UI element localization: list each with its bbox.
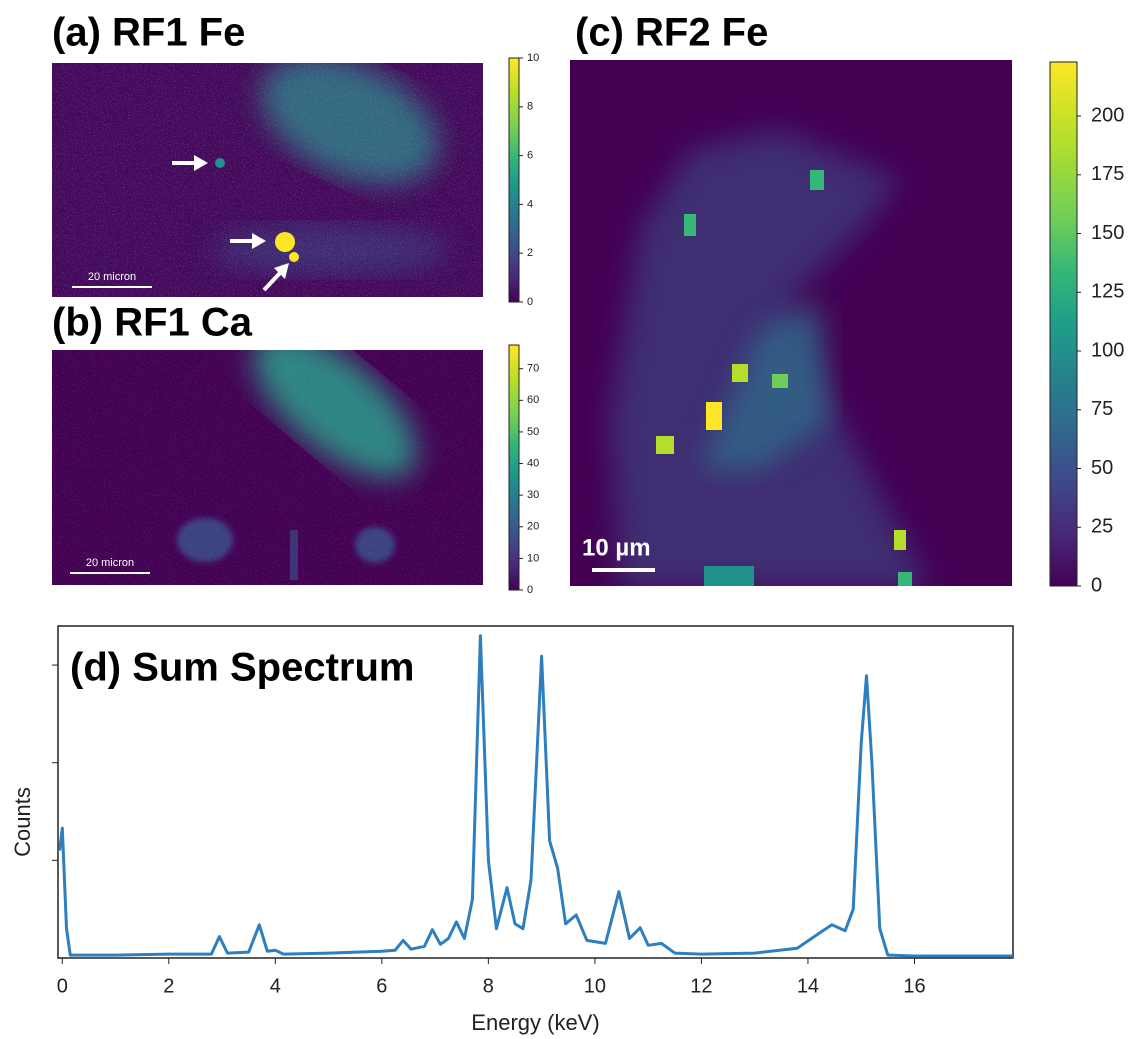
plot-frame	[57, 625, 1014, 959]
image-c	[570, 60, 1012, 586]
colorbar-tick-label: 6	[527, 150, 533, 162]
colorbar-tick-label: 20	[527, 521, 539, 533]
y-axis-label: Counts	[10, 787, 35, 857]
x-tick-label: 10	[584, 975, 606, 997]
colorbar-tick-label: 60	[527, 394, 539, 406]
colorbar-tick-label: 70	[527, 363, 539, 375]
x-tick-label: 6	[376, 975, 387, 997]
colorbar	[508, 57, 520, 303]
panel-title: (b) RF1 Ca	[52, 301, 253, 345]
x-tick-label: 2	[163, 975, 174, 997]
colorbar-tick-label: 175	[1091, 163, 1124, 185]
panel-title: (c) RF2 Fe	[575, 11, 768, 55]
x-tick-label: 0	[57, 975, 68, 997]
colorbar-tick-label: 50	[527, 426, 539, 438]
arrows	[172, 155, 289, 292]
colorbar-tick-label: 0	[527, 584, 533, 596]
colorbar-tick-label: 125	[1091, 281, 1124, 303]
colorbar-tick-label: 10	[527, 552, 539, 564]
colorbar-tick-label: 2	[527, 247, 533, 259]
colorbar-tick-label: 0	[1091, 574, 1102, 596]
x-tick-label: 4	[270, 975, 281, 997]
colorbar-tick-label: 75	[1091, 398, 1113, 420]
scale-label: 10 µm	[582, 534, 651, 561]
spectrum-line	[58, 634, 1013, 958]
colorbar-tick-label: 30	[527, 489, 539, 501]
scale-label: 20 micron	[88, 271, 136, 283]
colorbar-tick-label: 200	[1091, 104, 1124, 126]
colorbar-tick-label: 10	[527, 52, 539, 64]
colorbar-tick-label: 0	[527, 296, 533, 308]
colorbar-tick-label: 8	[527, 101, 533, 113]
x-tick-label: 12	[690, 975, 712, 997]
image-a	[52, 63, 483, 297]
colorbar-tick-label: 40	[527, 457, 539, 469]
colorbar-tick-label: 25	[1091, 516, 1113, 538]
x-tick-label: 8	[483, 975, 494, 997]
panel-title: (d) Sum Spectrum	[70, 646, 414, 690]
colorbar-tick-label: 4	[527, 198, 533, 210]
scale-label: 20 micron	[86, 557, 134, 569]
colorbar-tick-label: 150	[1091, 222, 1124, 244]
colorbar	[508, 344, 520, 591]
x-axis-label: Energy (keV)	[471, 1010, 599, 1035]
x-tick-label: 14	[797, 975, 819, 997]
colorbar-tick-label: 50	[1091, 457, 1113, 479]
x-tick-label: 16	[903, 975, 925, 997]
colorbar-tick-label: 100	[1091, 339, 1124, 361]
panel-title: (a) RF1 Fe	[52, 11, 245, 55]
image-b	[52, 350, 483, 585]
colorbar	[1049, 61, 1078, 587]
